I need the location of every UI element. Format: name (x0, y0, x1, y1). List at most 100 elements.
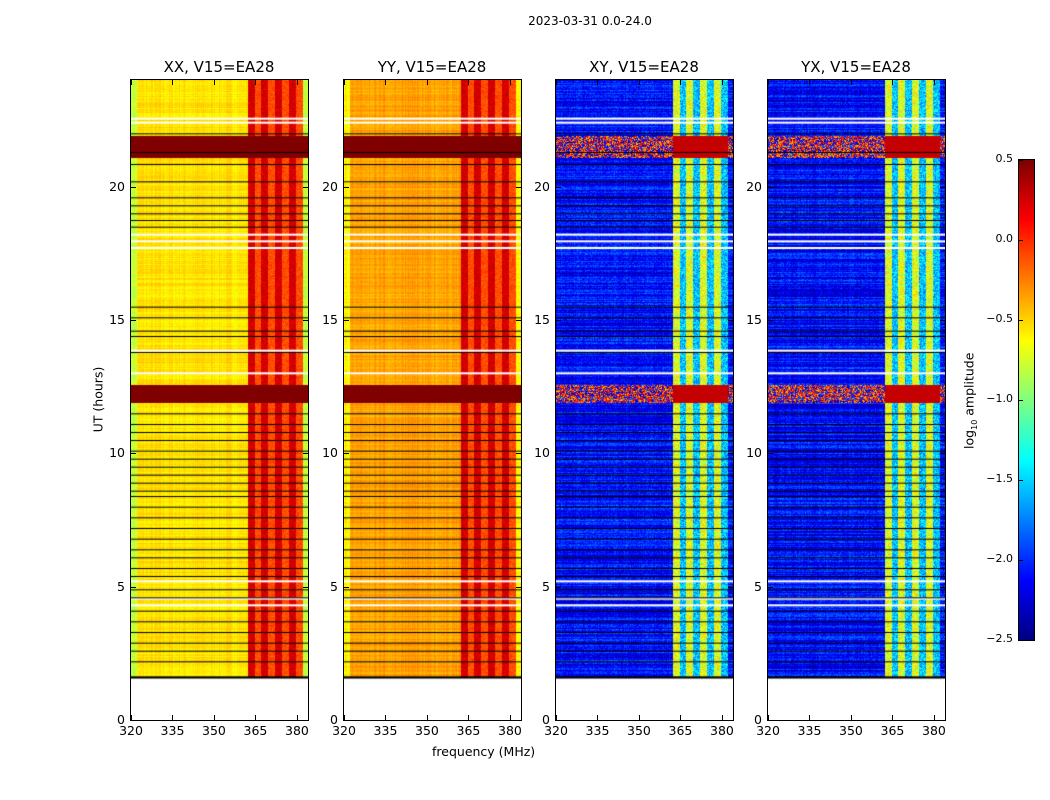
y-tick-label: 5 (542, 578, 550, 594)
y-axis-label: UT (hours) (90, 366, 106, 433)
y-tick-mark (303, 720, 308, 721)
y-tick-mark (768, 720, 773, 721)
y-tick-label: 5 (330, 578, 338, 594)
y-tick-mark (940, 720, 945, 721)
y-tick-label: 0 (754, 712, 762, 727)
x-tick-label: 335 (585, 723, 610, 738)
heatmap-image (768, 80, 945, 720)
x-tick-mark (556, 715, 557, 720)
colorbar-tick-label: −2.0 (986, 552, 1013, 565)
x-tick-mark (509, 80, 511, 85)
x-tick-mark (809, 715, 811, 720)
y-tick-mark (556, 453, 561, 455)
y-tick-mark (728, 186, 733, 188)
y-tick-mark (940, 453, 945, 455)
y-tick-mark (344, 720, 349, 721)
colorbar-tick-label: −0.5 (986, 312, 1013, 325)
y-tick-label: 20 (746, 178, 762, 194)
y-tick-mark (768, 186, 773, 188)
panel-title: YX, V15=EA28 (801, 58, 911, 76)
y-tick-mark (728, 720, 733, 721)
y-tick-mark (516, 186, 521, 188)
panel-title: XY, V15=EA28 (589, 58, 699, 76)
x-tick-mark (296, 715, 298, 720)
x-tick-mark (638, 715, 640, 720)
colorbar-label-rest: amplitude (961, 352, 977, 420)
y-tick-label: 10 (322, 445, 338, 461)
x-tick-mark (721, 80, 723, 85)
x-tick-mark (597, 715, 599, 720)
x-tick-label: 380 (285, 723, 309, 738)
y-tick-mark (768, 320, 773, 321)
x-tick-label: 350 (415, 723, 439, 738)
y-tick-label: 10 (109, 445, 125, 461)
x-tick-mark (213, 80, 215, 85)
y-tick-mark (303, 320, 308, 321)
heatmap-image (344, 80, 521, 720)
y-tick-mark (131, 453, 136, 455)
x-tick-label: 350 (627, 723, 651, 738)
colorbar-tick-mark (1019, 240, 1023, 241)
colorbar-tick-label: −1.5 (986, 472, 1013, 485)
x-tick-label: 335 (797, 723, 822, 738)
y-tick-label: 20 (322, 178, 338, 194)
y-tick-label: 5 (117, 578, 125, 594)
heatmap-image (556, 80, 733, 720)
colorbar-tick-label: 0.0 (995, 232, 1014, 245)
x-tick-label: 335 (160, 723, 185, 738)
y-tick-label: 15 (109, 312, 125, 327)
y-tick-mark (344, 453, 349, 455)
colorbar-tick-mark (1019, 560, 1023, 561)
x-tick-mark (768, 80, 769, 85)
heatmap-panel (555, 79, 734, 721)
x-tick-mark (809, 80, 811, 85)
y-tick-label: 10 (534, 445, 550, 461)
x-tick-label: 365 (243, 723, 268, 738)
x-tick-label: 320 (756, 723, 780, 738)
x-tick-mark (721, 715, 723, 720)
y-tick-mark (940, 586, 945, 588)
figure-title: 2023-03-31 0.0-24.0 (528, 14, 652, 28)
x-tick-mark (892, 80, 894, 85)
x-tick-label: 320 (544, 723, 568, 738)
x-tick-mark (850, 80, 852, 85)
y-tick-mark (556, 320, 561, 321)
colorbar-gradient (1019, 160, 1034, 640)
y-tick-label: 0 (330, 712, 338, 727)
y-tick-mark (768, 586, 773, 588)
heatmap-panel (130, 79, 309, 721)
colorbar-tick-mark (1019, 320, 1023, 321)
x-tick-mark (768, 715, 769, 720)
colorbar-tick-mark (1019, 400, 1023, 401)
x-tick-label: 380 (710, 723, 734, 738)
x-tick-label: 365 (880, 723, 905, 738)
x-tick-mark (426, 80, 428, 85)
y-tick-mark (303, 453, 308, 455)
x-tick-label: 380 (922, 723, 946, 738)
y-tick-mark (940, 320, 945, 321)
y-tick-mark (131, 320, 136, 321)
x-tick-label: 365 (668, 723, 693, 738)
colorbar-tick-mark (1019, 480, 1023, 481)
x-tick-mark (597, 80, 599, 85)
x-tick-mark (385, 80, 387, 85)
panel-title: YY, V15=EA28 (377, 58, 487, 76)
y-tick-label: 15 (322, 312, 338, 327)
y-tick-label: 15 (534, 312, 550, 327)
y-tick-mark (556, 186, 561, 188)
y-tick-label: 10 (746, 445, 762, 461)
panel-title: XX, V15=EA28 (163, 58, 275, 76)
x-tick-mark (680, 80, 682, 85)
x-tick-mark (131, 715, 132, 720)
colorbar-label-main: log (961, 429, 977, 449)
x-tick-mark (680, 715, 682, 720)
colorbar-tick-label: −1.0 (986, 392, 1013, 405)
x-tick-label: 350 (839, 723, 863, 738)
x-tick-mark (468, 715, 470, 720)
y-tick-label: 20 (534, 178, 550, 194)
y-tick-mark (556, 586, 561, 588)
y-tick-mark (516, 720, 521, 721)
x-tick-mark (131, 80, 132, 85)
colorbar-tick-label: 0.5 (995, 152, 1014, 165)
